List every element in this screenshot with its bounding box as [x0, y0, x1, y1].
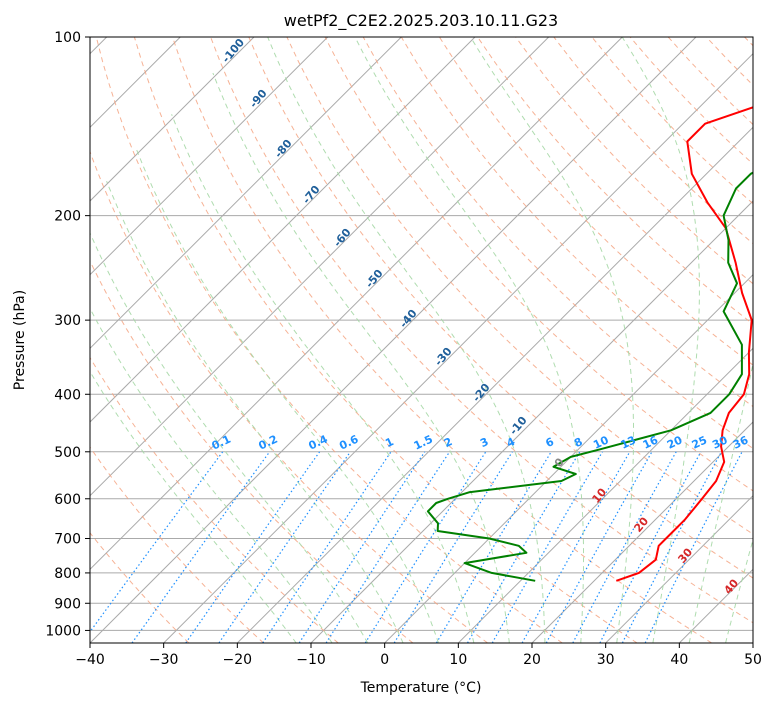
dry-adiabat-line	[172, 37, 712, 643]
mixing-ratio-line	[599, 451, 702, 643]
isotherm-line	[90, 37, 476, 423]
moist-adiabat-line	[354, 37, 584, 643]
dry-adiabat-line	[90, 446, 264, 643]
y-tick-label: 800	[54, 566, 81, 582]
moist-adiabat-line	[136, 149, 439, 643]
moist-adiabat-line	[267, 37, 546, 643]
mixing-ratio-line	[521, 451, 631, 643]
x-axis: −40 −30 −20 −10 0 10 20 30 40 50	[75, 643, 762, 668]
moist-adiabat-line	[171, 114, 475, 643]
mixing-ratio-label: 16	[641, 433, 661, 451]
x-tick-label: 0	[380, 652, 389, 668]
isotherm-line	[163, 52, 753, 643]
moist-adiabat-line	[106, 181, 404, 643]
x-tick-label: −10	[296, 652, 326, 668]
y-tick-label: 700	[54, 532, 81, 548]
mixing-ratio-line	[435, 451, 552, 643]
dry-adiabat-line	[90, 532, 190, 643]
mixing-ratio-line	[364, 451, 487, 643]
isotherm-line	[531, 421, 753, 643]
isotherm-line	[236, 126, 753, 643]
moist-adiabat-line	[90, 231, 369, 643]
mixing-ratio-line	[262, 451, 392, 643]
moist-adiabat-line	[90, 307, 333, 643]
plot-area	[90, 37, 753, 643]
y-axis: 100 200 300 400 500 600 700 800 900 1000	[45, 30, 90, 639]
chart-title: wetPf2_C2E2.2025.203.10.11.G23	[284, 11, 558, 31]
x-tick-label: 50	[744, 652, 762, 668]
dry-adiabat-line	[90, 259, 414, 643]
x-tick-label: −40	[75, 652, 105, 668]
isotherm-line	[90, 37, 697, 643]
mixing-ratio-line	[325, 451, 451, 643]
y-tick-label: 1000	[45, 623, 81, 639]
isotherm-line	[90, 37, 255, 202]
x-tick-label: −20	[223, 652, 253, 668]
mixing-ratio-label: 36	[731, 433, 751, 451]
isotherm-line	[90, 37, 623, 571]
dry-adiabat-line	[400, 37, 753, 408]
dry-adiabat-line	[90, 356, 339, 643]
x-tick-label: 10	[449, 652, 467, 668]
mixing-ratio-line	[298, 451, 426, 643]
y-tick-label: 500	[54, 445, 81, 461]
moist-adiabat-line	[621, 37, 700, 643]
mixing-ratio-label: 25	[690, 434, 709, 452]
x-tick-label: −30	[149, 652, 179, 668]
y-tick-label: 400	[54, 387, 81, 403]
mixing-ratio-line	[644, 451, 743, 643]
y-tick-label: 100	[54, 30, 81, 46]
x-tick-label: 30	[597, 652, 615, 668]
mixing-ratio-line	[545, 451, 653, 643]
dry-adiabat-line	[210, 37, 753, 624]
plot-frame	[89, 36, 754, 644]
isotherm-line	[90, 37, 402, 350]
y-tick-label: 600	[54, 492, 81, 508]
dry-adiabat-line	[248, 37, 753, 579]
mixing-ratio-label: 20	[665, 433, 685, 451]
dry-adiabat-line	[133, 37, 638, 643]
y-axis-title: Pressure (hPa)	[12, 290, 28, 390]
y-tick-label: 300	[54, 313, 81, 329]
mixing-ratio-line	[131, 451, 271, 643]
mixing-ratio-line	[185, 451, 321, 643]
isotherm-line	[457, 347, 753, 643]
isotherm-line	[605, 494, 753, 643]
mixing-ratio-line	[90, 451, 224, 633]
dry-adiabat-line	[90, 150, 488, 643]
dry-adiabat-line	[515, 37, 753, 285]
x-tick-label: 20	[523, 652, 541, 668]
y-tick-label: 200	[54, 209, 81, 225]
temperature-profile-line	[615, 106, 753, 582]
mixing-ratio-label: 13	[619, 434, 638, 452]
mixing-ratio-line	[572, 451, 677, 643]
mixing-ratio-line	[218, 451, 351, 643]
x-axis-title: Temperature (°C)	[360, 680, 482, 696]
isotherm-line	[90, 37, 550, 497]
mixing-ratio-label: 30	[710, 433, 730, 451]
isotherm-line	[90, 37, 329, 276]
mixing-ratio-label: 10	[591, 433, 611, 451]
dewpoint-profile-line	[426, 171, 753, 582]
dry-adiabat-line	[362, 37, 753, 450]
y-tick-label: 900	[54, 596, 81, 612]
moist-adiabat-line	[90, 370, 297, 643]
dry-adiabat-line	[95, 37, 563, 643]
isotherm-line	[384, 273, 753, 643]
x-tick-label: 40	[670, 652, 688, 668]
